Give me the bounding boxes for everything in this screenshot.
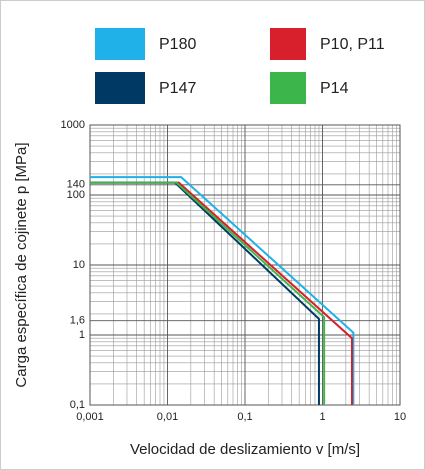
legend-label: P147 [159, 80, 196, 97]
x-tick-label: 10 [394, 411, 406, 423]
y-tick-label: 0,1 [70, 399, 85, 411]
y-tick-label: 140 [67, 179, 85, 191]
x-tick-label: 0,01 [157, 411, 178, 423]
x-tick-label: 1 [319, 411, 325, 423]
y-tick-label: 1000 [61, 119, 85, 131]
legend-swatch [270, 72, 306, 104]
y-tick-label: 1 [79, 329, 85, 341]
y-tick-label: 10 [73, 259, 85, 271]
legend-label: P180 [159, 36, 196, 53]
legend-swatch [270, 28, 306, 60]
legend-swatch [95, 28, 145, 60]
y-tick-label: 100 [67, 189, 85, 201]
series-line [90, 176, 355, 405]
y-tick-label: 1,6 [70, 315, 85, 327]
legend-swatch [95, 72, 145, 104]
legend-label: P10, P11 [320, 36, 385, 53]
plot-border [89, 124, 401, 406]
legend-label: P14 [320, 80, 349, 97]
x-tick-label: 0,1 [237, 411, 252, 423]
y-axis-label: Carga específica de cojinete p [MPa] [13, 142, 30, 387]
x-axis-label: Velocidad de deslizamiento v [m/s] [130, 441, 360, 458]
x-tick-label: 0,001 [76, 411, 104, 423]
series-line [90, 181, 326, 405]
